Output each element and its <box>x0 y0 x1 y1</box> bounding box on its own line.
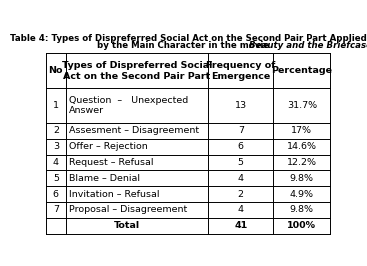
Text: 7: 7 <box>238 126 244 135</box>
Text: 6: 6 <box>238 142 244 151</box>
Text: Table 4: Types of Dispreferred Social Act on the Second Pair Part Applied: Table 4: Types of Dispreferred Social Ac… <box>10 34 367 43</box>
Text: Percentage: Percentage <box>271 66 333 75</box>
Text: Total: Total <box>114 221 140 230</box>
Text: Beauty and the Briefcase: Beauty and the Briefcase <box>249 41 367 50</box>
Text: Assesment – Disagreement: Assesment – Disagreement <box>69 126 199 135</box>
Text: Types of Dispreferred Social
Act on the Second Pair Part: Types of Dispreferred Social Act on the … <box>62 61 212 81</box>
Text: 3: 3 <box>53 142 59 151</box>
Text: 7: 7 <box>53 205 59 214</box>
Text: 4: 4 <box>53 158 59 167</box>
Text: 12.2%: 12.2% <box>287 158 317 167</box>
Text: 5: 5 <box>53 174 59 183</box>
Text: 9.8%: 9.8% <box>290 174 314 183</box>
Text: 6: 6 <box>53 190 59 199</box>
Text: 41: 41 <box>234 221 247 230</box>
Text: 17%: 17% <box>291 126 312 135</box>
Text: 2: 2 <box>53 126 59 135</box>
Text: No: No <box>48 66 63 75</box>
Text: by the Main Character in the movie: by the Main Character in the movie <box>97 41 272 50</box>
Text: 14.6%: 14.6% <box>287 142 317 151</box>
Text: 13: 13 <box>235 101 247 110</box>
Text: Blame – Denial: Blame – Denial <box>69 174 139 183</box>
Text: 9.8%: 9.8% <box>290 205 314 214</box>
Text: 4: 4 <box>238 174 244 183</box>
Text: by the Main Character in the movie Beauty and the Briefcase: by the Main Character in the movie Beaut… <box>39 41 337 50</box>
Text: Question  –   Unexpected
Answer: Question – Unexpected Answer <box>69 96 188 115</box>
Text: 4: 4 <box>238 205 244 214</box>
Text: Proposal – Disagreement: Proposal – Disagreement <box>69 205 187 214</box>
Text: Invitation – Refusal: Invitation – Refusal <box>69 190 159 199</box>
Text: 4.9%: 4.9% <box>290 190 314 199</box>
Text: 1: 1 <box>53 101 59 110</box>
Text: Offer – Rejection: Offer – Rejection <box>69 142 148 151</box>
Text: 31.7%: 31.7% <box>287 101 317 110</box>
Text: Request – Refusal: Request – Refusal <box>69 158 153 167</box>
Text: 5: 5 <box>238 158 244 167</box>
Text: 100%: 100% <box>287 221 316 230</box>
Text: Frequency of
Emergence: Frequency of Emergence <box>206 61 275 81</box>
Text: 2: 2 <box>238 190 244 199</box>
